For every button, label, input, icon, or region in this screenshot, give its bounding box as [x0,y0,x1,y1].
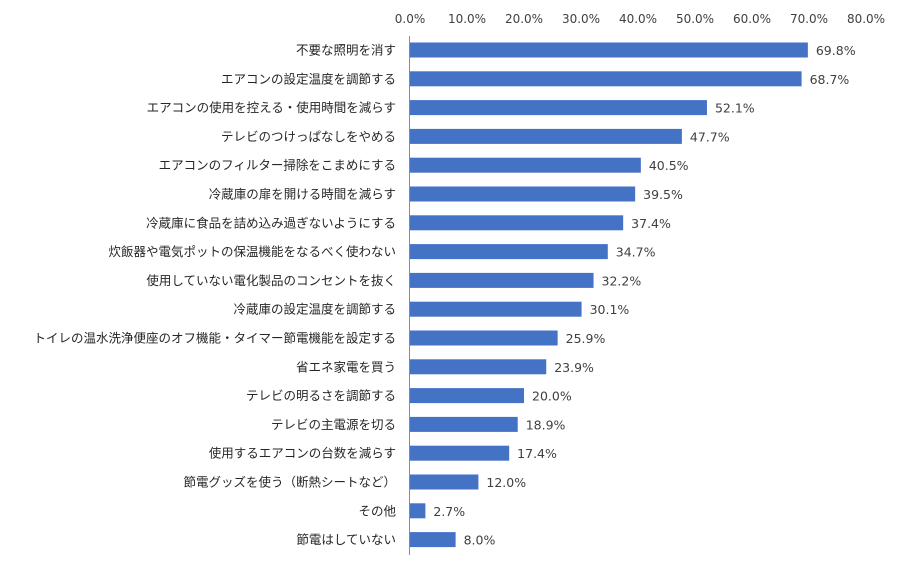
data-label: 8.0% [464,533,496,548]
data-label: 34.7% [616,245,656,260]
bar-row: テレビのつけっぱなしをやめる 47.7% [221,128,730,144]
category-label: 冷蔵庫の設定温度を調節する [233,302,396,317]
bar [410,532,456,548]
bar [410,215,624,231]
bar [410,416,518,432]
bar [410,100,707,116]
bar [410,272,594,288]
category-label: 冷蔵庫に食品を詰め込み過ぎないようにする [146,215,396,230]
data-label: 40.5% [649,158,689,173]
category-label: 不要な照明を消す [296,43,396,58]
data-label: 17.4% [517,446,557,461]
category-label: 使用していない電化製品のコンセントを抜く [146,273,396,288]
data-label: 52.1% [715,101,755,116]
category-label: エアコンの使用を控える・使用時間を減らす [147,100,396,115]
category-label: テレビの明るさを調節する [246,388,396,403]
data-label: 39.5% [643,187,683,202]
bar-row: エアコンのフィルター掃除をこまめにする 40.5% [159,157,689,173]
data-label: 23.9% [554,360,594,375]
data-label: 68.7% [810,72,850,87]
x-tick-label: 0.0% [395,12,426,26]
bar-row: エアコンの使用を控える・使用時間を減らす 52.1% [147,100,755,116]
bar-row: 冷蔵庫に食品を詰め込み過ぎないようにする 37.4% [146,215,671,231]
data-label: 69.8% [816,43,856,58]
bar-rows: 不要な照明を消す 69.8% エアコンの設定温度を調節する 68.7% エアコンの使用を… [33,42,856,548]
data-label: 18.9% [526,417,566,432]
bar [410,330,558,346]
x-tick-label: 60.0% [733,12,771,26]
category-label: 冷蔵庫の扉を開ける時間を減らす [209,187,396,202]
data-label: 32.2% [602,273,642,288]
x-tick-label: 30.0% [562,12,600,26]
bar [410,474,479,490]
x-tick-label: 10.0% [448,12,486,26]
data-label: 37.4% [631,216,671,231]
data-label: 30.1% [590,302,630,317]
bar-row: 不要な照明を消す 69.8% [296,42,856,58]
bar-row: エアコンの設定温度を調節する 68.7% [221,71,849,87]
category-label: その他 [358,503,396,518]
category-label: 炊飯器や電気ポットの保温機能をなるべく使わない [108,244,396,259]
category-label: 節電はしていない [296,532,396,547]
bar [410,71,802,87]
category-label: テレビの主電源を切る [271,417,396,432]
data-label: 20.0% [532,389,572,404]
data-label: 2.7% [433,504,465,519]
category-label: トイレの温水洗浄便座のオフ機能・タイマー節電機能を設定する [33,331,396,346]
bar [410,359,547,375]
category-label: 使用するエアコンの台数を減らす [209,446,396,461]
x-tick-label: 80.0% [847,12,885,26]
bar-row: 節電グッズを使う（断熱シートなど） 12.0% [183,474,526,490]
bar-row: 使用していない電化製品のコンセントを抜く 32.2% [146,272,642,288]
x-tick-label: 50.0% [676,12,714,26]
category-label: エアコンのフィルター掃除をこまめにする [159,158,396,173]
bar-row: 冷蔵庫の扉を開ける時間を減らす 39.5% [209,186,683,202]
x-tick-label: 20.0% [505,12,543,26]
bar-row: その他 2.7% [358,503,465,519]
data-label: 47.7% [690,129,730,144]
bar-row: 省エネ家電を買う 23.9% [296,359,594,375]
bar-row: 冷蔵庫の設定温度を調節する 30.1% [233,301,630,317]
category-label: テレビのつけっぱなしをやめる [221,129,396,144]
bar-row: テレビの明るさを調節する 20.0% [246,388,572,404]
x-axis-ticks: 0.0% 10.0% 20.0% 30.0% 40.0% 50.0% 60.0% 70.0% 8… [395,12,885,26]
bar-row: テレビの主電源を切る 18.9% [271,416,566,432]
bar-row: 炊飯器や電気ポットの保温機能をなるべく使わない 34.7% [108,244,656,260]
bar-row: 節電はしていない 8.0% [296,532,495,548]
bar [410,388,524,404]
x-tick-label: 70.0% [790,12,828,26]
category-label: 節電グッズを使う（断熱シートなど） [183,475,396,490]
bar [410,503,426,519]
bar [410,445,510,461]
bar [410,157,641,173]
bar [410,186,636,202]
bar [410,128,682,144]
bar [410,244,608,260]
category-label: 省エネ家電を買う [296,359,396,374]
category-label: エアコンの設定温度を調節する [221,71,396,86]
x-tick-label: 40.0% [619,12,657,26]
bar [410,301,582,317]
bar-row: 使用するエアコンの台数を減らす 17.4% [209,445,557,461]
bar-row: トイレの温水洗浄便座のオフ機能・タイマー節電機能を設定する 25.9% [33,330,606,346]
data-label: 25.9% [566,331,606,346]
bar [410,42,808,58]
data-label: 12.0% [486,475,526,490]
